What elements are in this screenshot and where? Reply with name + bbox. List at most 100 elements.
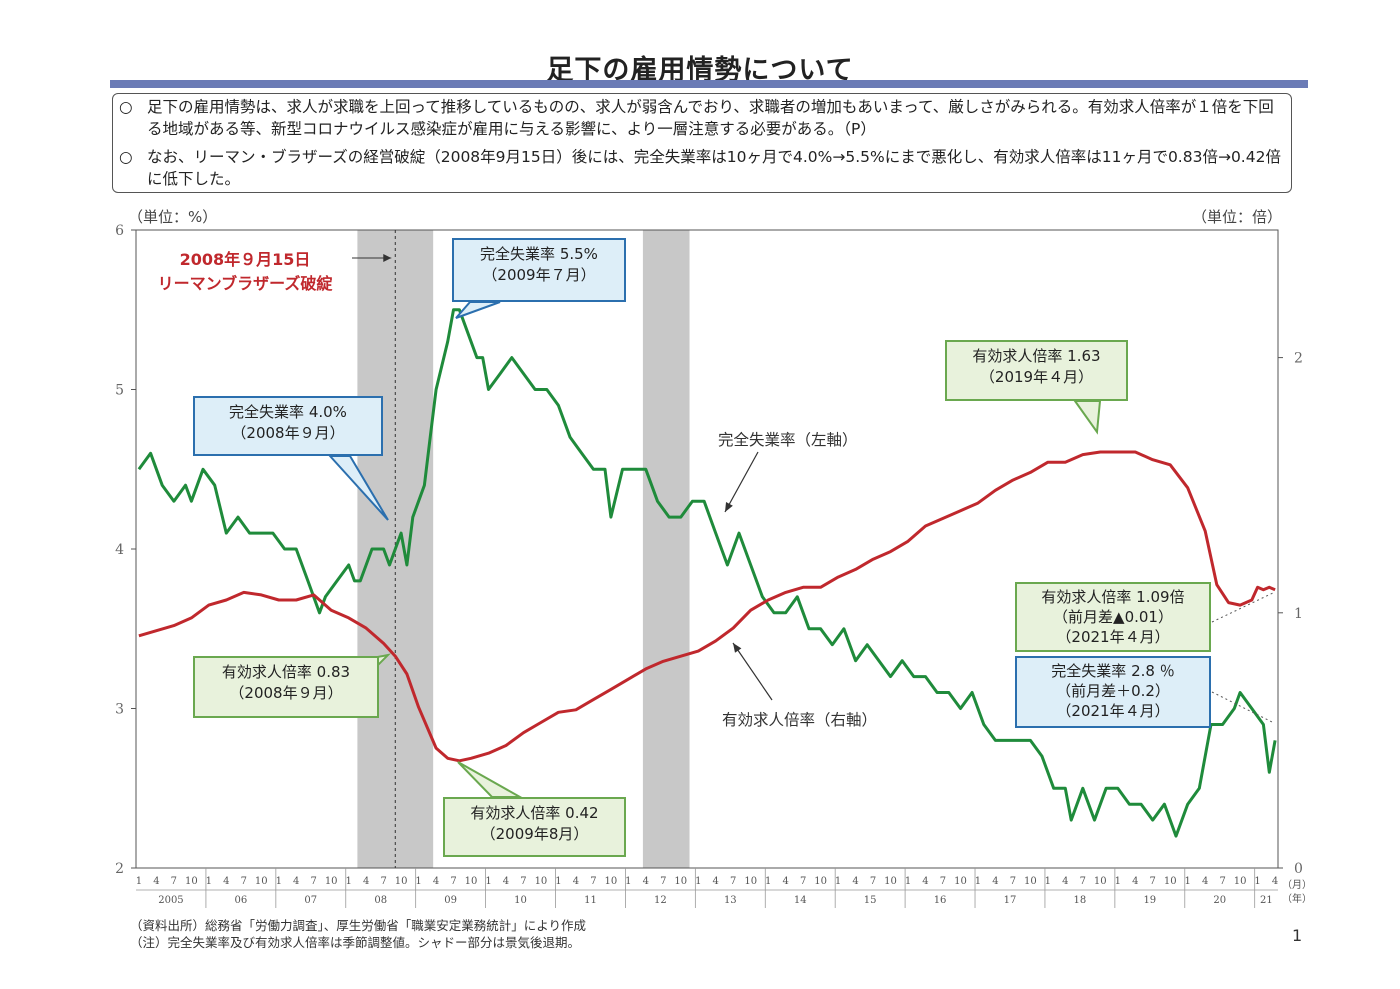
month-tick-label: 10 (1234, 876, 1247, 887)
left-tick-label: 3 (115, 702, 124, 718)
jobs-ratio-series-label: 有効求人倍率（右軸） (722, 711, 878, 729)
year-tick-label: 21 (1260, 895, 1273, 906)
callout-tail-unemp-2008 (327, 455, 389, 521)
year-tick-label: 17 (1004, 895, 1017, 906)
month-tick-label: 7 (940, 876, 946, 887)
month-tick-label: 4 (713, 876, 719, 887)
connector-ratio-2021 (1211, 591, 1276, 623)
month-tick-label: 4 (503, 876, 509, 887)
month-tick-label: 1 (206, 876, 212, 887)
month-tick-label: 10 (1024, 876, 1037, 887)
left-tick-label: 4 (115, 542, 124, 558)
month-tick-label: 1 (415, 876, 421, 887)
month-tick-label: 1 (1045, 876, 1051, 887)
month-tick-label: 7 (1010, 876, 1016, 887)
month-tick-label: 1 (555, 876, 561, 887)
recession-shade-2 (642, 230, 690, 868)
year-tick-label: 11 (584, 895, 597, 906)
x-month-unit: （月） (1282, 879, 1312, 891)
page-number: 1 (1292, 926, 1303, 945)
callout-line: （2021年４月） (1056, 628, 1170, 646)
footnotes: （資料出所）総務省「労働力調査」、厚生労働省「職業安定業務統計」により作成 （注… (130, 917, 586, 951)
month-tick-label: 4 (782, 876, 788, 887)
callout-tail-unemp-2009 (455, 301, 501, 319)
left-tick-label: 6 (115, 223, 124, 239)
jobs-ratio-label-arrow (732, 642, 773, 701)
month-tick-label: 10 (884, 876, 897, 887)
month-tick-label: 4 (1132, 876, 1138, 887)
month-tick-label: 7 (311, 876, 317, 887)
month-tick-label: 4 (433, 876, 439, 887)
year-tick-label: 06 (235, 895, 248, 906)
month-tick-label: 7 (1219, 876, 1225, 887)
month-tick-label: 7 (660, 876, 666, 887)
month-tick-label: 1 (975, 876, 981, 887)
month-tick-label: 7 (520, 876, 526, 887)
bullet-marker: ○ (119, 98, 133, 116)
year-tick-label: 09 (444, 895, 457, 906)
summary-text-2: なお、リーマン・ブラザーズの経営破綻（2008年9月15日）後には、完全失業率は… (147, 148, 1281, 188)
month-tick-label: 1 (1115, 876, 1121, 887)
month-tick-label: 1 (1185, 876, 1191, 887)
callout-line: 完全失業率 5.5% (480, 245, 598, 263)
month-tick-label: 1 (276, 876, 282, 887)
callout-tail-ratio-2019 (1073, 400, 1102, 435)
left-tick-label: 2 (115, 861, 124, 877)
unemployment-series-label: 完全失業率（左軸） (718, 431, 858, 449)
right-axis-unit: （単位：倍） (1191, 208, 1282, 226)
callout-line: 有効求人倍率 1.63 (972, 347, 1101, 365)
source-note: （資料出所）総務省「労働力調査」、厚生労働省「職業安定業務統計」により作成 (130, 918, 587, 933)
month-tick-label: 7 (1150, 876, 1156, 887)
unemployment-label-arrow (724, 451, 759, 513)
month-tick-label: 10 (185, 876, 198, 887)
callout-line: （2008年９月） (231, 424, 345, 442)
month-tick-label: 4 (992, 876, 998, 887)
callout-line: （2019年４月） (979, 368, 1094, 386)
callout-jobs-ratio-2009: 有効求人倍率 0.42 （2009年8月） (443, 797, 626, 857)
lehman-date: 2008年９月15日 (179, 250, 311, 269)
callout-unemployment-2009: 完全失業率 5.5% （2009年７月） (452, 238, 626, 302)
summary-text-1: 足下の雇用情勢は、求人が求職を上回って推移しているものの、求人が弱含んでおり、求… (147, 98, 1274, 138)
title-underline (110, 80, 1308, 88)
month-tick-label: 4 (643, 876, 649, 887)
callout-jobs-ratio-2008: 有効求人倍率 0.83 （2008年９月） (193, 656, 379, 718)
month-tick-label: 4 (1272, 876, 1278, 887)
callout-unemployment-2021: 完全失業率 2.8 ％ （前月差＋0.2） （2021年４月） (1015, 656, 1211, 728)
month-tick-label: 10 (674, 876, 687, 887)
month-tick-label: 7 (450, 876, 456, 887)
callout-line: （2021年４月） (1056, 702, 1170, 720)
year-tick-label: 10 (514, 895, 527, 906)
month-tick-label: 1 (765, 876, 771, 887)
callout-line: （2009年8月） (480, 825, 589, 843)
callout-unemployment-2008: 完全失業率 4.0% （2008年９月） (193, 396, 383, 456)
month-tick-label: 1 (905, 876, 911, 887)
month-tick-label: 10 (395, 876, 408, 887)
month-tick-label: 7 (241, 876, 247, 887)
year-tick-label: 20 (1213, 895, 1226, 906)
unemployment-rate-line (137, 308, 1277, 838)
month-tick-label: 1 (485, 876, 491, 887)
callout-line: 完全失業率 4.0% (229, 403, 347, 421)
month-tick-label: 4 (153, 876, 159, 887)
year-tick-label: 14 (794, 895, 807, 906)
month-tick-label: 10 (954, 876, 967, 887)
year-tick-label: 18 (1074, 895, 1087, 906)
shadow-note: （注）完全失業率及び有効求人倍率は季節調整値。シャドー部分は景気後退期。 (130, 935, 581, 950)
connector-unemp-2021 (1211, 691, 1273, 723)
month-tick-label: 10 (465, 876, 478, 887)
callout-line: （前月差▲0.01） (1053, 608, 1173, 626)
month-tick-label: 10 (255, 876, 268, 887)
month-tick-label: 7 (590, 876, 596, 887)
month-tick-label: 10 (1164, 876, 1177, 887)
month-tick-label: 1 (345, 876, 351, 887)
month-tick-label: 4 (573, 876, 579, 887)
year-tick-label: 08 (374, 895, 387, 906)
month-tick-label: 7 (380, 876, 386, 887)
event-arrowhead (383, 254, 392, 262)
callout-line: 完全失業率 2.8 ％ (1051, 662, 1175, 680)
lehman-label: リーマンブラザーズ破綻 (157, 274, 333, 293)
x-year-unit: （年） (1282, 892, 1312, 905)
month-tick-label: 10 (1094, 876, 1107, 887)
month-tick-label: 7 (1080, 876, 1086, 887)
right-tick-label: 0 (1294, 861, 1303, 877)
